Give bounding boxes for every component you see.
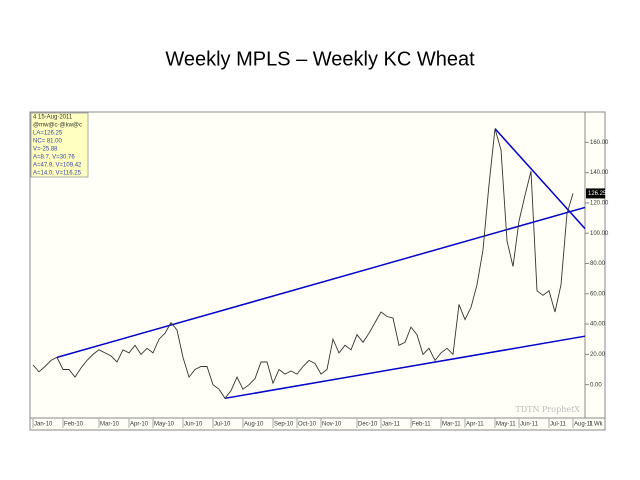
x-tick-label: Dec-10 xyxy=(358,422,378,428)
x-tick-label: Nov-10 xyxy=(322,422,342,428)
x-tick-label: Apr-11 xyxy=(466,422,484,428)
trendline xyxy=(494,128,586,230)
x-tick-label: Jan-11 xyxy=(382,422,401,428)
info-line: NC= 81.00 xyxy=(33,139,63,145)
chart-title: Weekly MPLS – Weekly KC Wheat xyxy=(165,48,475,70)
y-tick-label: 0.00 xyxy=(590,382,602,388)
x-tick-label: Jun-10 xyxy=(184,422,203,428)
info-line: V=-25.88 xyxy=(33,147,58,153)
last-value-box xyxy=(586,188,605,199)
y-tick-label: 40.00 xyxy=(590,322,606,328)
info-line: A=47.9, V=109.42 xyxy=(33,163,82,169)
x-tick-label: May-10 xyxy=(154,422,175,428)
period-label: 1 Wk xyxy=(589,422,604,428)
x-tick-label: Mar-10 xyxy=(100,422,120,428)
x-tick-label: Sep-10 xyxy=(274,422,294,428)
x-tick-label: Aug-11 xyxy=(574,422,594,428)
y-tick-label: 20.00 xyxy=(590,352,606,358)
trendline xyxy=(224,335,586,400)
y-tick-label: 80.00 xyxy=(590,261,606,267)
info-box xyxy=(30,112,89,178)
x-tick-label: Jul-10 xyxy=(214,422,231,428)
info-line: LA=126.25 xyxy=(33,131,63,137)
x-tick-label: Jul-11 xyxy=(550,422,567,428)
info-line: A=14.0, V=116.25 xyxy=(33,171,82,177)
chart-frame xyxy=(29,111,606,431)
info-line: A=8.7, V=30.76 xyxy=(33,155,75,161)
info-line: 4 15-Aug-2011 xyxy=(33,115,73,121)
x-tick-label: Aug-10 xyxy=(244,422,264,428)
y-tick-label: 160.00 xyxy=(590,140,609,146)
trendline xyxy=(56,206,586,359)
y-tick-label: 140.00 xyxy=(590,170,609,176)
x-tick-label: Feb-10 xyxy=(64,422,84,428)
x-tick-label: Jan-10 xyxy=(34,422,53,428)
x-tick-label: Feb-11 xyxy=(412,422,431,428)
price-line xyxy=(32,128,574,400)
x-tick-label: May-11 xyxy=(496,422,516,428)
x-tick-label: Jun-11 xyxy=(520,422,539,428)
last-value-label: 126.25 xyxy=(588,191,607,197)
y-tick-label: 100.00 xyxy=(590,231,609,237)
info-line: @mw@c-@kw@c xyxy=(33,123,82,129)
watermark: TDTN ProphetX xyxy=(515,405,580,414)
y-tick-label: 60.00 xyxy=(590,291,606,297)
x-tick-label: Mar-11 xyxy=(442,422,461,428)
x-tick-label: Apr-10 xyxy=(130,422,149,428)
y-tick-label: 120.00 xyxy=(590,200,609,206)
x-tick-label: Oct-10 xyxy=(298,422,317,428)
